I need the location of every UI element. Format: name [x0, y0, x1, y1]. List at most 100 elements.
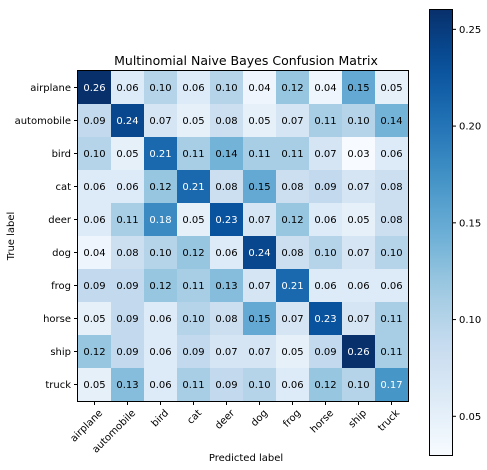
- heatmap-cell: [177, 335, 211, 369]
- heatmap-cell: [177, 236, 211, 270]
- heatmap-cell: [78, 170, 112, 204]
- cell-value-label: 0.13: [215, 281, 237, 292]
- cell-value-label: 0.06: [281, 380, 303, 391]
- heatmap-cell: [342, 368, 376, 402]
- cell-value-label: 0.15: [347, 83, 369, 94]
- heatmap-cell: [210, 335, 244, 369]
- cell-value-label: 0.08: [215, 182, 237, 193]
- heatmap-cell: [276, 368, 310, 402]
- cell-value-label: 0.10: [149, 248, 171, 259]
- cell-value-label: 0.06: [314, 215, 336, 226]
- cell-value-label: 0.06: [149, 314, 171, 325]
- cell-value-label: 0.11: [281, 149, 303, 160]
- heatmap-cell: [309, 368, 343, 402]
- cell-value-label: 0.05: [116, 149, 138, 160]
- y-tick-label: cat: [55, 182, 71, 193]
- cell-value-label: 0.06: [314, 281, 336, 292]
- cell-value-label: 0.11: [380, 314, 402, 325]
- heatmap-cell: [210, 170, 244, 204]
- cell-value-label: 0.05: [281, 347, 303, 358]
- heatmap-cell: [375, 368, 409, 402]
- heatmap-cell: [78, 269, 112, 303]
- cell-value-label: 0.15: [248, 182, 270, 193]
- cell-value-label: 0.07: [281, 314, 303, 325]
- colorbar: [429, 9, 453, 456]
- y-tick-label: dog: [52, 248, 71, 259]
- heatmap-cell: [309, 170, 343, 204]
- heatmap-cell: [375, 71, 409, 105]
- heatmap-cell: [309, 269, 343, 303]
- heatmap-cell: [375, 203, 409, 237]
- cell-value-label: 0.10: [347, 380, 369, 391]
- cell-value-label: 0.10: [314, 248, 336, 259]
- cell-value-label: 0.11: [182, 380, 204, 391]
- heatmap-cell: [243, 236, 277, 270]
- heatmap-cell: [309, 71, 343, 105]
- heatmap-cell: [78, 71, 112, 105]
- cell-value-label: 0.05: [248, 116, 270, 127]
- cell-value-label: 0.11: [380, 347, 402, 358]
- heatmap-cell: [111, 170, 145, 204]
- cell-value-label: 0.06: [182, 83, 204, 94]
- heatmap-cell: [309, 302, 343, 336]
- heatmap-cell: [177, 71, 211, 105]
- y-tick-label: frog: [51, 281, 71, 292]
- cell-value-label: 0.10: [347, 116, 369, 127]
- heatmap-cell: [78, 104, 112, 138]
- heatmap-cell: [210, 137, 244, 171]
- cell-value-label: 0.09: [182, 347, 204, 358]
- heatmap-cell: [177, 104, 211, 138]
- cell-value-label: 0.10: [182, 314, 204, 325]
- cell-value-label: 0.26: [347, 347, 369, 358]
- colorbar-tick-label: 0.10: [459, 315, 481, 326]
- cell-value-label: 0.23: [215, 215, 237, 226]
- colorbar-tick-label: 0.20: [459, 122, 481, 133]
- heatmap-cell: [210, 203, 244, 237]
- heatmap-cell: [177, 302, 211, 336]
- cell-value-label: 0.05: [182, 116, 204, 127]
- cell-value-label: 0.04: [248, 83, 270, 94]
- x-tick-label: dog: [249, 408, 270, 429]
- cell-value-label: 0.09: [215, 380, 237, 391]
- cell-value-label: 0.07: [248, 281, 270, 292]
- heatmap-cell: [78, 137, 112, 171]
- cell-value-label: 0.10: [215, 83, 237, 94]
- cell-value-label: 0.24: [248, 248, 270, 259]
- y-tick-label: bird: [52, 149, 71, 160]
- cell-value-label: 0.09: [83, 281, 105, 292]
- heatmap-cell: [144, 236, 178, 270]
- heatmap-cell: [309, 203, 343, 237]
- heatmap-cell: [177, 203, 211, 237]
- cell-value-label: 0.07: [314, 149, 336, 160]
- heatmap-cell: [342, 170, 376, 204]
- heatmap-cell: [111, 269, 145, 303]
- cell-value-label: 0.12: [83, 347, 105, 358]
- x-tick-label: bird: [150, 408, 172, 430]
- heatmap-cell: [144, 203, 178, 237]
- cell-value-label: 0.06: [83, 215, 105, 226]
- x-tick-label: ship: [347, 408, 369, 430]
- heatmap-cell: [276, 269, 310, 303]
- cell-value-label: 0.10: [380, 248, 402, 259]
- cell-value-label: 0.09: [116, 314, 138, 325]
- colorbar-ticks: 0.05 0.10 0.15 0.20 0.25: [452, 25, 481, 423]
- heatmap-cell: [243, 104, 277, 138]
- cell-value-label: 0.11: [314, 116, 336, 127]
- cell-value-label: 0.08: [215, 314, 237, 325]
- heatmap-cell: [375, 269, 409, 303]
- cell-value-label: 0.09: [314, 347, 336, 358]
- cell-value-label: 0.08: [215, 116, 237, 127]
- heatmap-cell: [342, 236, 376, 270]
- heatmap-cell: [243, 269, 277, 303]
- cell-value-label: 0.07: [149, 116, 171, 127]
- cell-value-label: 0.09: [116, 281, 138, 292]
- y-tick-label: ship: [50, 347, 71, 358]
- heatmap-cell: [276, 170, 310, 204]
- chart-title: Multinomial Naive Bayes Confusion Matrix: [114, 53, 378, 68]
- cell-value-label: 0.05: [83, 314, 105, 325]
- cell-value-label: 0.21: [149, 149, 171, 160]
- heatmap-cell: [111, 302, 145, 336]
- heatmap-cell: [342, 203, 376, 237]
- cell-value-label: 0.05: [83, 380, 105, 391]
- cell-value-label: 0.06: [215, 248, 237, 259]
